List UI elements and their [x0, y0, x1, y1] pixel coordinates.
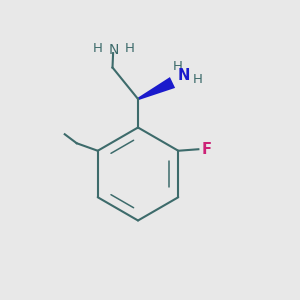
Text: H: H	[193, 73, 203, 86]
Text: N: N	[178, 68, 190, 83]
Text: N: N	[109, 43, 119, 57]
Text: F: F	[201, 142, 211, 157]
Text: H: H	[125, 41, 134, 55]
Text: H: H	[173, 59, 183, 73]
Text: H: H	[93, 41, 102, 55]
Polygon shape	[137, 77, 175, 100]
